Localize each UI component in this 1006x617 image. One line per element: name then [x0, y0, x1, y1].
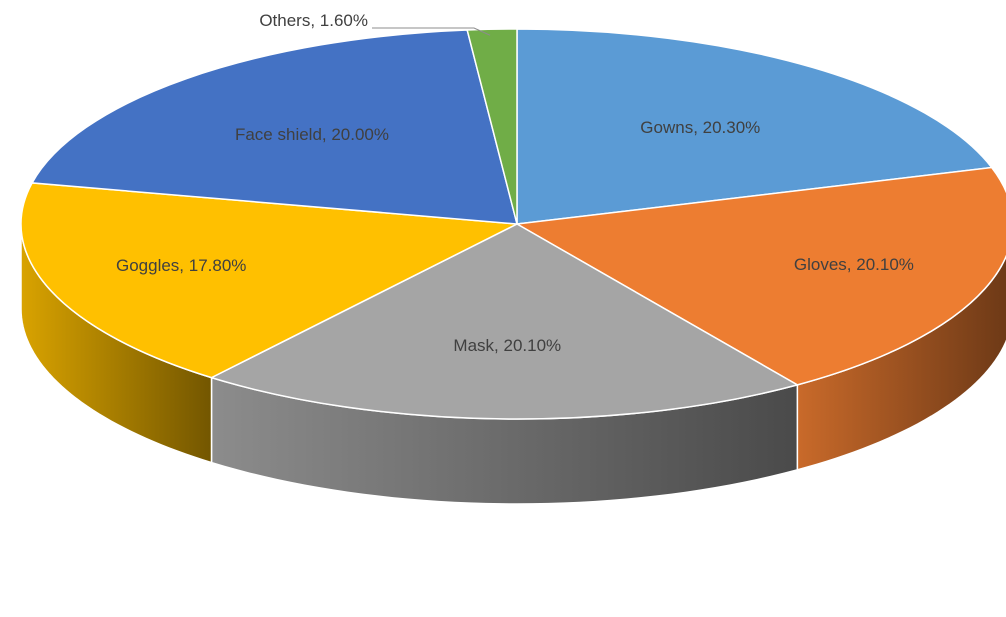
pie-labels: Gowns, 20.30% Gloves, 20.10% Mask, 20.10% G… [116, 11, 914, 355]
pie-slice-goggles [20, 182, 520, 379]
pie-slice-mask [209, 223, 800, 420]
pie-label-gowns: Gowns, 20.30% [640, 118, 760, 137]
pie-label-mask: Mask, 20.10% [453, 336, 561, 355]
pie-slice-gloves [514, 166, 1006, 386]
pie-slice-others [466, 28, 518, 225]
pie-label-gloves: Gloves, 20.10% [794, 255, 914, 274]
pie-slice-face-shield [30, 29, 518, 225]
pie-slice-gowns [516, 28, 994, 225]
pie-leader-others [372, 27, 491, 36]
pie-label-goggles: Goggles, 17.80% [116, 256, 246, 275]
pie-tops [20, 28, 1006, 420]
pie-label-face-shield: Face shield, 20.00% [235, 125, 389, 144]
pie-label-others: Others, 1.60% [259, 11, 368, 30]
